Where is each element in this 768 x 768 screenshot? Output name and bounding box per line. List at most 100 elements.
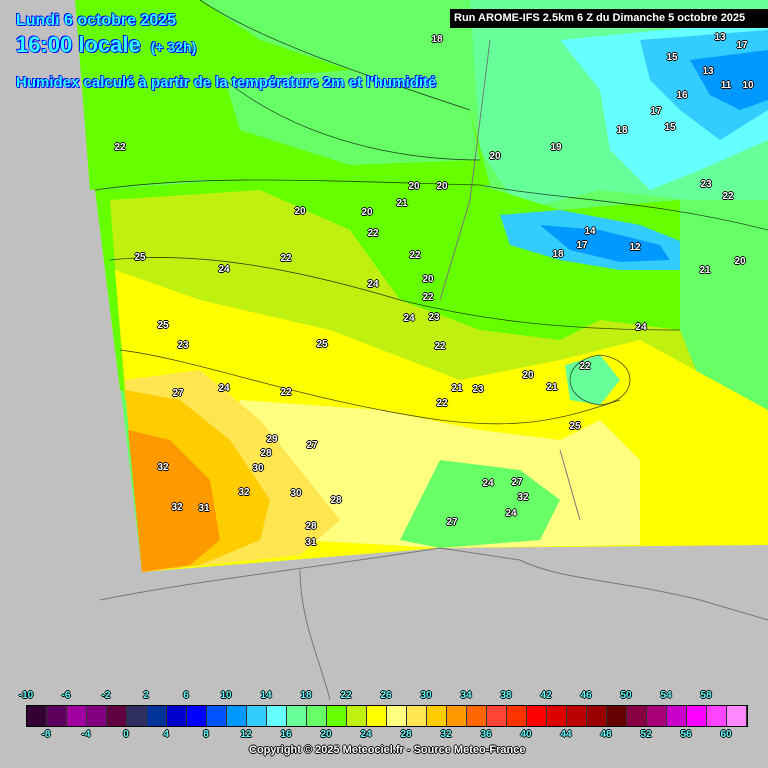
run-info: Run AROME-IFS 2.5km 6 Z du Dimanche 5 oc… (450, 9, 768, 28)
value-label: 24 (218, 264, 230, 275)
value-label: 22 (280, 387, 292, 398)
contours (94, 0, 768, 425)
colorbar-swatch (527, 706, 547, 726)
colorbar-swatch (187, 706, 207, 726)
value-label: 18 (616, 125, 628, 136)
value-label: 22 (722, 191, 734, 202)
zone-ne-green (680, 200, 768, 420)
value-label: 20 (361, 207, 373, 218)
colorbar-tick-top: 26 (380, 690, 392, 701)
value-label: 27 (446, 517, 458, 528)
colorbar-tick-top: 14 (260, 690, 272, 701)
zone-pyrenees-deep (540, 225, 670, 262)
value-label: 15 (666, 52, 678, 63)
value-label: 27 (172, 388, 184, 399)
colorbar-swatch (107, 706, 127, 726)
colorbar-swatch (627, 706, 647, 726)
colorbar-tick-top: 2 (143, 690, 149, 701)
value-label: 25 (569, 421, 581, 432)
colorbar-swatch (507, 706, 527, 726)
colorbar-tick-top: 6 (183, 690, 189, 701)
value-label: 20 (489, 151, 501, 162)
colorbar-swatch (207, 706, 227, 726)
colorbar-swatch (427, 706, 447, 726)
colorbar-swatch (227, 706, 247, 726)
value-label: 16 (676, 90, 688, 101)
colorbar-tick-top: -2 (101, 690, 111, 701)
colorbar-tick-bottom: 48 (600, 729, 612, 740)
value-label: 18 (431, 34, 443, 45)
value-label: 20 (734, 256, 746, 267)
value-label: 32 (157, 462, 169, 473)
map-subtitle: Humidex calculé à partir de la températu… (15, 74, 437, 91)
copyright: Copyright © 2025 Meteociel.fr - Source M… (249, 744, 526, 756)
colorbar-swatch (87, 706, 107, 726)
value-label: 17 (736, 40, 748, 51)
colorbar-swatch (167, 706, 187, 726)
colorbar-tick-bottom: 36 (480, 729, 492, 740)
zone-32-34 (128, 430, 220, 572)
value-label: 20 (294, 206, 306, 217)
colorbar-swatch (467, 706, 487, 726)
value-label: 22 (114, 142, 126, 153)
colorbar-swatch (647, 706, 667, 726)
colorbar-swatch (687, 706, 707, 726)
value-label: 29 (266, 434, 278, 445)
value-label: 24 (218, 383, 230, 394)
value-label: 32 (517, 492, 529, 503)
value-label: 11 (720, 80, 732, 91)
colorbar-tick-bottom: 40 (520, 729, 532, 740)
colorbar-swatch (447, 706, 467, 726)
colorbar-swatch (367, 706, 387, 726)
forecast-time: 16:00 locale (+ 32h) (16, 32, 197, 57)
value-label: 20 (408, 181, 420, 192)
value-label: 17 (576, 240, 588, 251)
colorbar-swatch (67, 706, 87, 726)
colorbar-swatch (387, 706, 407, 726)
colorbar-tick-bottom: 0 (123, 729, 129, 740)
value-label: 10 (742, 80, 754, 91)
value-label: 24 (505, 508, 517, 519)
value-label: 12 (629, 242, 641, 253)
value-label: 23 (700, 179, 712, 190)
value-label: 23 (428, 312, 440, 323)
value-label: 22 (280, 253, 292, 264)
colorbar-tick-top: 38 (500, 690, 512, 701)
colorbar-swatch (607, 706, 627, 726)
value-label: 31 (198, 503, 210, 514)
zone-10-12 (690, 50, 768, 110)
value-label: 21 (699, 265, 711, 276)
value-label: 24 (635, 322, 647, 333)
colorbar-swatch (247, 706, 267, 726)
colorbar-tick-top: 54 (660, 690, 672, 701)
value-label: 14 (584, 226, 596, 237)
value-label: 13 (714, 32, 726, 43)
colorbar-tick-top: 30 (420, 690, 432, 701)
value-label: 15 (664, 122, 676, 133)
colorbar-tick-top: -6 (61, 690, 71, 701)
colorbar-tick-bottom: -8 (41, 729, 51, 740)
value-label: 25 (316, 339, 328, 350)
value-label: 21 (546, 382, 558, 393)
colorbar-tick-bottom: 28 (400, 729, 412, 740)
value-label: 22 (579, 361, 591, 372)
value-label: 21 (451, 383, 463, 394)
value-label: 24 (482, 478, 494, 489)
colorbar-tick-top: -10 (18, 690, 34, 701)
colorbar-swatch (727, 706, 747, 726)
colorbar-tick-top: 10 (220, 690, 232, 701)
value-label: 31 (305, 537, 317, 548)
colorbar-tick-top: 42 (540, 690, 552, 701)
value-label: 22 (367, 228, 379, 239)
colorbar (26, 705, 748, 727)
colorbar-tick-bottom: 44 (560, 729, 572, 740)
colorbar-tick-bottom: -4 (81, 729, 91, 740)
coastlines (99, 39, 768, 701)
colorbar-tick-bottom: 4 (163, 729, 169, 740)
value-label: 28 (305, 521, 317, 532)
value-label: 30 (290, 488, 302, 499)
value-label: 25 (134, 252, 146, 263)
value-label: 32 (238, 487, 250, 498)
value-label: 30 (252, 463, 264, 474)
colorbar-swatch (147, 706, 167, 726)
